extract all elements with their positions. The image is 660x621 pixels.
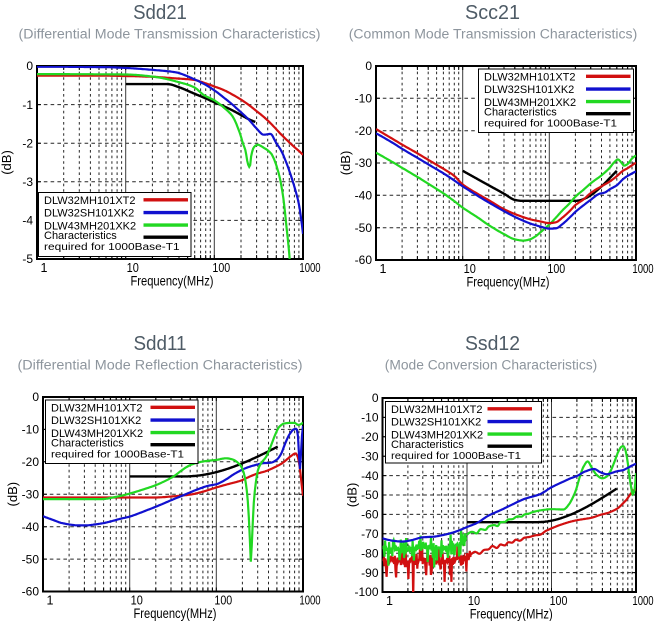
svg-text:-60: -60 bbox=[355, 253, 373, 267]
svg-text:(Mode Conversion Characteristi: (Mode Conversion Characteristics) bbox=[385, 358, 598, 373]
svg-text:-50: -50 bbox=[22, 552, 40, 566]
svg-text:10: 10 bbox=[131, 594, 143, 608]
svg-text:Sdd21: Sdd21 bbox=[133, 1, 187, 24]
svg-text:-30: -30 bbox=[361, 449, 379, 463]
svg-text:DLW32MH101XT2: DLW32MH101XT2 bbox=[51, 402, 143, 414]
svg-text:Frequency(MHz): Frequency(MHz) bbox=[467, 275, 550, 291]
svg-text:1000: 1000 bbox=[632, 262, 653, 276]
svg-text:-20: -20 bbox=[22, 455, 40, 469]
svg-text:DLW32MH101XT2: DLW32MH101XT2 bbox=[44, 195, 136, 207]
svg-text:1000: 1000 bbox=[299, 594, 320, 608]
svg-text:-60: -60 bbox=[22, 585, 40, 599]
svg-text:required for 1000Base-T1: required for 1000Base-T1 bbox=[51, 449, 184, 460]
svg-text:0: 0 bbox=[365, 59, 372, 73]
svg-text:1: 1 bbox=[41, 261, 48, 275]
svg-text:Characteristics: Characteristics bbox=[44, 230, 117, 242]
svg-text:-100: -100 bbox=[354, 585, 378, 599]
svg-text:(dB): (dB) bbox=[338, 151, 353, 176]
svg-text:-1: -1 bbox=[22, 98, 33, 112]
svg-text:10: 10 bbox=[127, 261, 139, 275]
svg-text:DLW32SH101XK2: DLW32SH101XK2 bbox=[51, 415, 141, 427]
svg-text:100: 100 bbox=[212, 261, 230, 275]
svg-text:100: 100 bbox=[214, 594, 232, 608]
svg-text:DLW32MH101XT2: DLW32MH101XT2 bbox=[484, 71, 576, 83]
svg-text:(dB): (dB) bbox=[345, 483, 360, 508]
svg-text:-40: -40 bbox=[355, 189, 373, 203]
svg-text:Ssd12: Ssd12 bbox=[465, 332, 520, 355]
svg-text:-10: -10 bbox=[355, 92, 373, 106]
svg-text:Characteristics: Characteristics bbox=[484, 107, 557, 119]
svg-text:required for 1000Base-T1: required for 1000Base-T1 bbox=[44, 242, 180, 253]
svg-text:1: 1 bbox=[47, 594, 54, 608]
svg-text:-20: -20 bbox=[361, 430, 379, 444]
svg-text:(dB): (dB) bbox=[5, 482, 20, 507]
svg-text:-20: -20 bbox=[355, 124, 373, 138]
svg-text:Frequency(MHz): Frequency(MHz) bbox=[131, 274, 214, 290]
svg-text:-70: -70 bbox=[361, 527, 379, 541]
svg-text:-3: -3 bbox=[22, 175, 33, 189]
svg-text:10: 10 bbox=[468, 594, 480, 608]
svg-text:(Common Mode Transmission Char: (Common Mode Transmission Characteristic… bbox=[349, 27, 638, 42]
svg-text:100: 100 bbox=[550, 594, 568, 608]
svg-text:1000: 1000 bbox=[632, 594, 653, 608]
svg-text:DLW32SH101XK2: DLW32SH101XK2 bbox=[391, 417, 481, 429]
svg-text:Characteristics: Characteristics bbox=[391, 439, 464, 451]
svg-text:-80: -80 bbox=[361, 546, 379, 560]
svg-text:DLW32SH101XK2: DLW32SH101XK2 bbox=[44, 208, 134, 220]
svg-text:Frequency(MHz): Frequency(MHz) bbox=[470, 607, 553, 621]
svg-text:DLW32MH101XT2: DLW32MH101XT2 bbox=[391, 404, 483, 416]
svg-text:-10: -10 bbox=[361, 411, 379, 425]
svg-text:Sdd11: Sdd11 bbox=[133, 332, 186, 355]
svg-text:Frequency(MHz): Frequency(MHz) bbox=[134, 606, 217, 621]
svg-text:-60: -60 bbox=[361, 508, 379, 522]
svg-text:-30: -30 bbox=[22, 487, 40, 501]
svg-text:-50: -50 bbox=[355, 221, 373, 235]
svg-text:-4: -4 bbox=[22, 214, 33, 228]
svg-text:-5: -5 bbox=[22, 252, 33, 266]
svg-text:required for 1000Base-T1: required for 1000Base-T1 bbox=[484, 118, 617, 129]
svg-text:DLW43MH201XK2: DLW43MH201XK2 bbox=[391, 429, 483, 441]
svg-text:-10: -10 bbox=[22, 423, 40, 437]
svg-text:-90: -90 bbox=[361, 566, 379, 580]
svg-text:1: 1 bbox=[380, 262, 387, 276]
svg-text:required for 1000Base-T1: required for 1000Base-T1 bbox=[391, 451, 521, 462]
svg-text:1000: 1000 bbox=[299, 261, 320, 275]
svg-text:100: 100 bbox=[547, 262, 565, 276]
svg-text:-40: -40 bbox=[361, 469, 379, 483]
svg-text:Characteristics: Characteristics bbox=[51, 438, 124, 450]
svg-text:DLW43MH201XK2: DLW43MH201XK2 bbox=[44, 220, 136, 232]
svg-text:(Differential Mode Transmissio: (Differential Mode Transmission Characte… bbox=[19, 27, 321, 42]
svg-text:(dB): (dB) bbox=[0, 150, 14, 175]
svg-text:Scc21: Scc21 bbox=[465, 1, 520, 24]
svg-text:-2: -2 bbox=[22, 136, 33, 150]
svg-text:DLW43MH201XK2: DLW43MH201XK2 bbox=[51, 428, 143, 440]
svg-text:DLW32SH101XK2: DLW32SH101XK2 bbox=[484, 84, 574, 96]
svg-text:1: 1 bbox=[386, 594, 393, 608]
svg-text:(Differential Mode Reflection: (Differential Mode Reflection Characteri… bbox=[18, 358, 303, 373]
svg-text:0: 0 bbox=[32, 390, 39, 404]
svg-text:0: 0 bbox=[372, 391, 379, 405]
svg-text:-30: -30 bbox=[355, 156, 373, 170]
svg-text:DLW43MH201XK2: DLW43MH201XK2 bbox=[484, 97, 576, 109]
svg-text:0: 0 bbox=[26, 59, 33, 73]
svg-text:10: 10 bbox=[464, 262, 476, 276]
svg-text:-50: -50 bbox=[361, 488, 379, 502]
svg-text:-40: -40 bbox=[22, 520, 40, 534]
